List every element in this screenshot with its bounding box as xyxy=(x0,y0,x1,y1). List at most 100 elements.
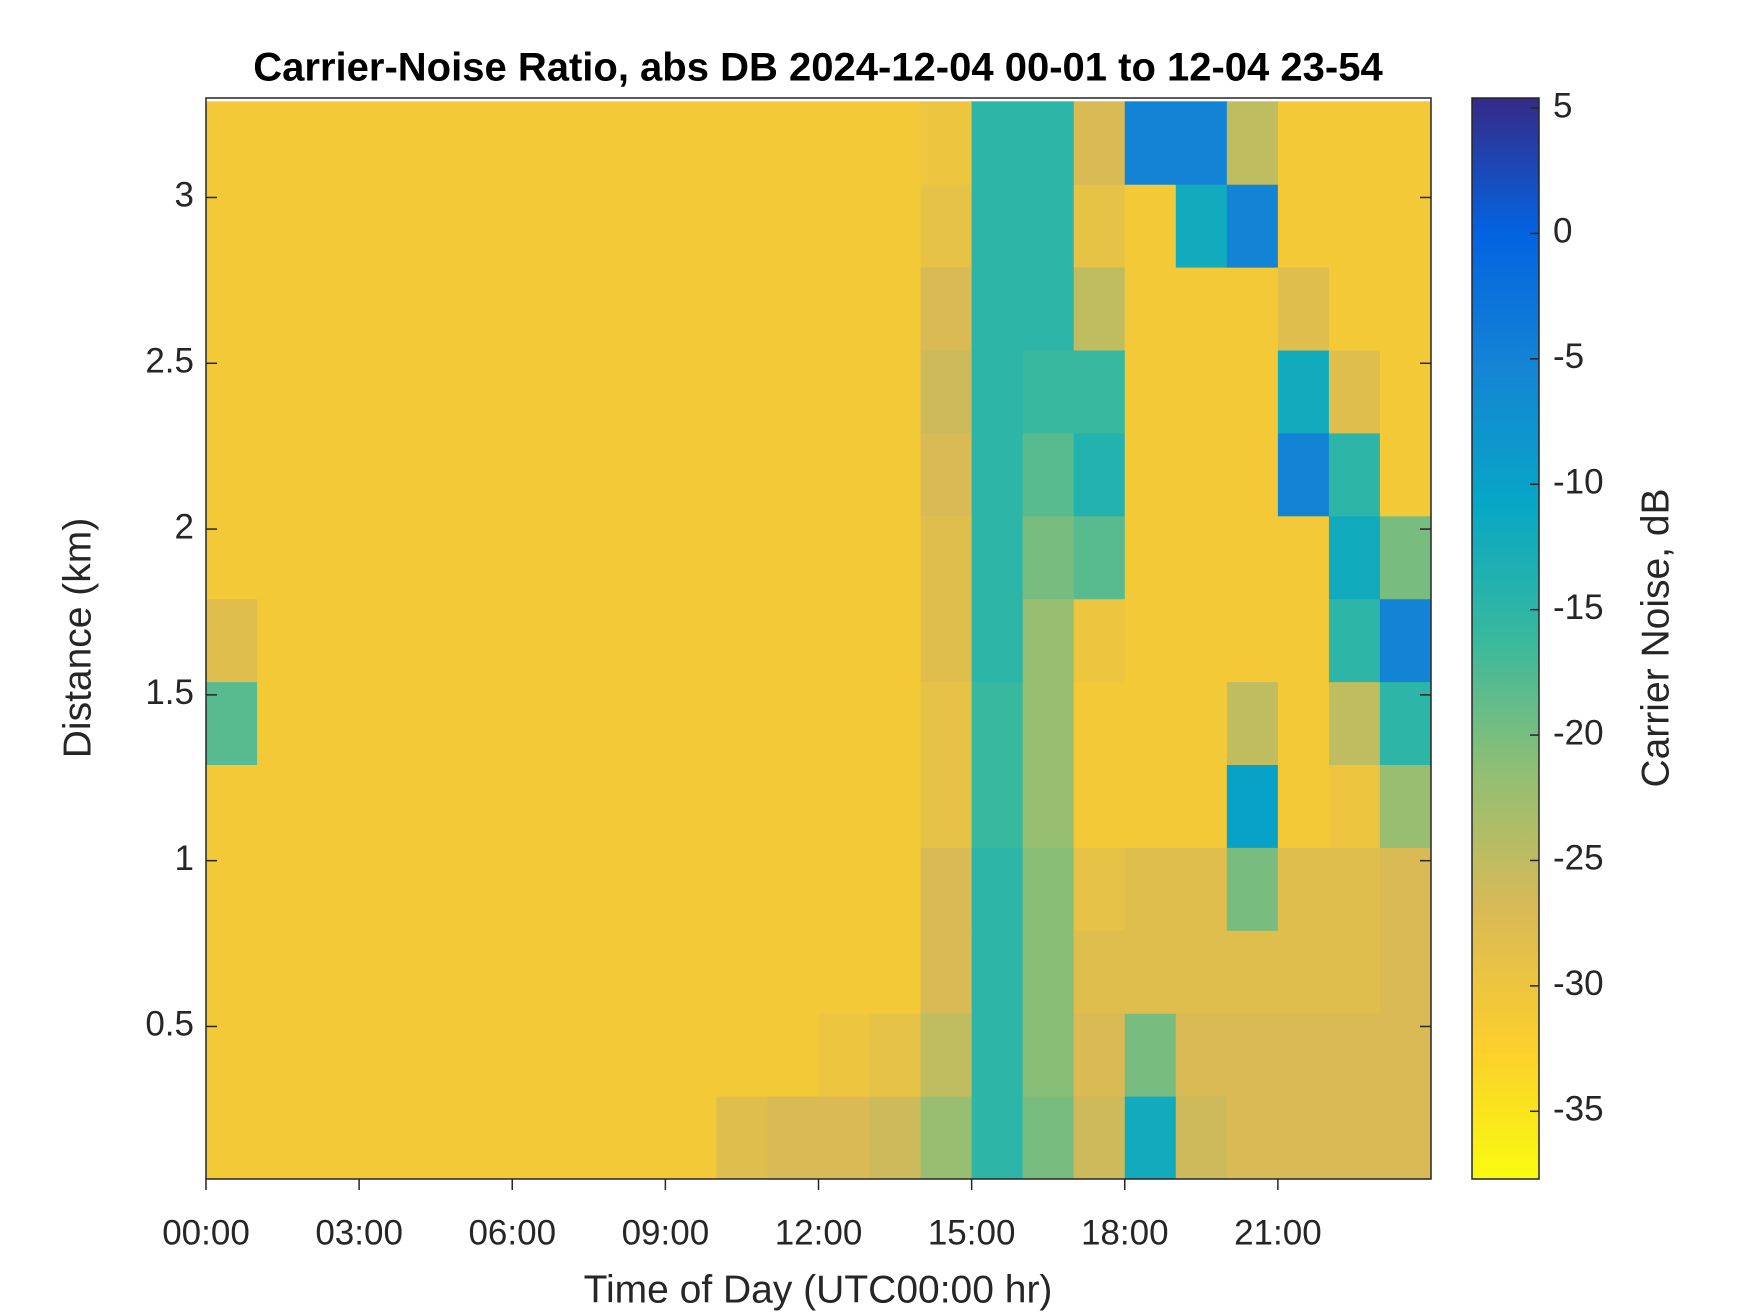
heatmap-cell xyxy=(410,1096,462,1180)
heatmap-cell xyxy=(206,432,258,517)
heatmap-cell xyxy=(1073,432,1126,517)
heatmap-cell xyxy=(1073,681,1126,766)
heatmap-cell xyxy=(1379,764,1432,848)
heatmap-cell xyxy=(971,184,1024,268)
heatmap-cell xyxy=(767,432,819,517)
heatmap-cell xyxy=(410,432,462,517)
heatmap-cell xyxy=(359,1013,411,1097)
heatmap-cell xyxy=(818,1096,871,1180)
heatmap-cell xyxy=(1073,267,1126,351)
heatmap-cell xyxy=(1073,764,1126,848)
heatmap-cell xyxy=(257,432,309,517)
heatmap-cell xyxy=(1379,681,1432,766)
heatmap-cell xyxy=(818,267,871,351)
heatmap-cell xyxy=(206,101,258,185)
heatmap-cell xyxy=(920,847,973,931)
heatmap-cell xyxy=(1328,184,1381,268)
heatmap-cell xyxy=(818,1013,871,1097)
heatmap-cell xyxy=(1124,764,1177,848)
heatmap-cell xyxy=(614,598,666,683)
heatmap-cell xyxy=(512,101,564,185)
heatmap-cell xyxy=(1277,681,1330,766)
colorbar-label: Carrier Noise, dB xyxy=(1634,488,1677,787)
heatmap-cell xyxy=(767,930,819,1014)
heatmap-cell xyxy=(971,350,1024,434)
heatmap-cell xyxy=(410,930,462,1014)
heatmap-cell xyxy=(1175,184,1228,268)
heatmap-cell xyxy=(665,930,717,1014)
heatmap-cell xyxy=(257,515,309,600)
heatmap-cell xyxy=(767,184,819,268)
heatmap-cell xyxy=(1226,681,1279,766)
heatmap-cell xyxy=(410,515,462,600)
heatmap-cell xyxy=(308,350,360,434)
heatmap-cell xyxy=(359,432,411,517)
heatmap-cell xyxy=(1022,101,1075,185)
heatmap-cell xyxy=(1379,847,1432,931)
heatmap-cell xyxy=(512,515,564,600)
colorbar-tick-label: -35 xyxy=(1553,1090,1604,1129)
heatmap-cell xyxy=(461,184,513,268)
heatmap-cell xyxy=(1226,432,1279,517)
heatmap-cell xyxy=(716,267,768,351)
heatmap-cell xyxy=(563,267,615,351)
heatmap-cell xyxy=(1379,184,1432,268)
heatmap-cell xyxy=(920,101,973,185)
heatmap-cell xyxy=(1124,598,1177,683)
heatmap-cell xyxy=(1022,930,1075,1014)
heatmap-cell xyxy=(1073,598,1126,683)
heatmap-cell xyxy=(1073,847,1126,931)
heatmap-cell xyxy=(818,515,871,600)
heatmap-cell xyxy=(308,764,360,848)
heatmap-cell xyxy=(359,681,411,766)
heatmap-cell xyxy=(818,764,871,848)
heatmap-cell xyxy=(716,1013,768,1097)
heatmap-cell xyxy=(257,101,309,185)
heatmap-cell xyxy=(1124,1013,1177,1097)
heatmap-cell xyxy=(767,764,819,848)
heatmap-cell xyxy=(410,267,462,351)
heatmap-cell xyxy=(512,847,564,931)
heatmap-cell xyxy=(206,1096,258,1180)
heatmap-cell xyxy=(206,681,258,766)
heatmap-cell xyxy=(1226,847,1279,931)
heatmap-cell xyxy=(1328,350,1381,434)
heatmap-cell xyxy=(563,847,615,931)
heatmap-cell xyxy=(614,350,666,434)
heatmap-cell xyxy=(1073,1013,1126,1097)
heatmap-cell xyxy=(308,515,360,600)
heatmap-cell xyxy=(614,764,666,848)
heatmap-cell xyxy=(920,350,973,434)
heatmap-cell xyxy=(665,847,717,931)
heatmap-cell xyxy=(1328,930,1381,1014)
heatmap-cell xyxy=(920,598,973,683)
heatmap-cell xyxy=(308,598,360,683)
heatmap-cell xyxy=(359,350,411,434)
heatmap-cell xyxy=(1073,184,1126,268)
heatmap-cell xyxy=(461,1013,513,1097)
heatmap-cell xyxy=(1175,764,1228,848)
heatmap-cell xyxy=(257,598,309,683)
heatmap-cell xyxy=(359,267,411,351)
heatmap-cell xyxy=(206,1013,258,1097)
heatmap-cell xyxy=(716,764,768,848)
heatmap-cell xyxy=(563,515,615,600)
heatmap-cell xyxy=(665,184,717,268)
colorbar xyxy=(1471,97,1540,1180)
y-tick-label: 1.5 xyxy=(145,673,194,712)
heatmap-cell xyxy=(767,1096,819,1180)
heatmap-cell xyxy=(410,101,462,185)
heatmap-cell xyxy=(257,847,309,931)
heatmap-cell xyxy=(308,101,360,185)
heatmap-cell xyxy=(767,350,819,434)
heatmap-cell xyxy=(359,598,411,683)
heatmap-cell xyxy=(1226,930,1279,1014)
heatmap-cell xyxy=(512,598,564,683)
heatmap-cell xyxy=(257,184,309,268)
heatmap-cell xyxy=(1175,1013,1228,1097)
heatmap-cell xyxy=(665,350,717,434)
heatmap-cell xyxy=(716,184,768,268)
heatmap-cell xyxy=(1379,1096,1432,1180)
heatmap-cell xyxy=(1124,350,1177,434)
y-axis-label: Distance (km) xyxy=(56,518,99,759)
